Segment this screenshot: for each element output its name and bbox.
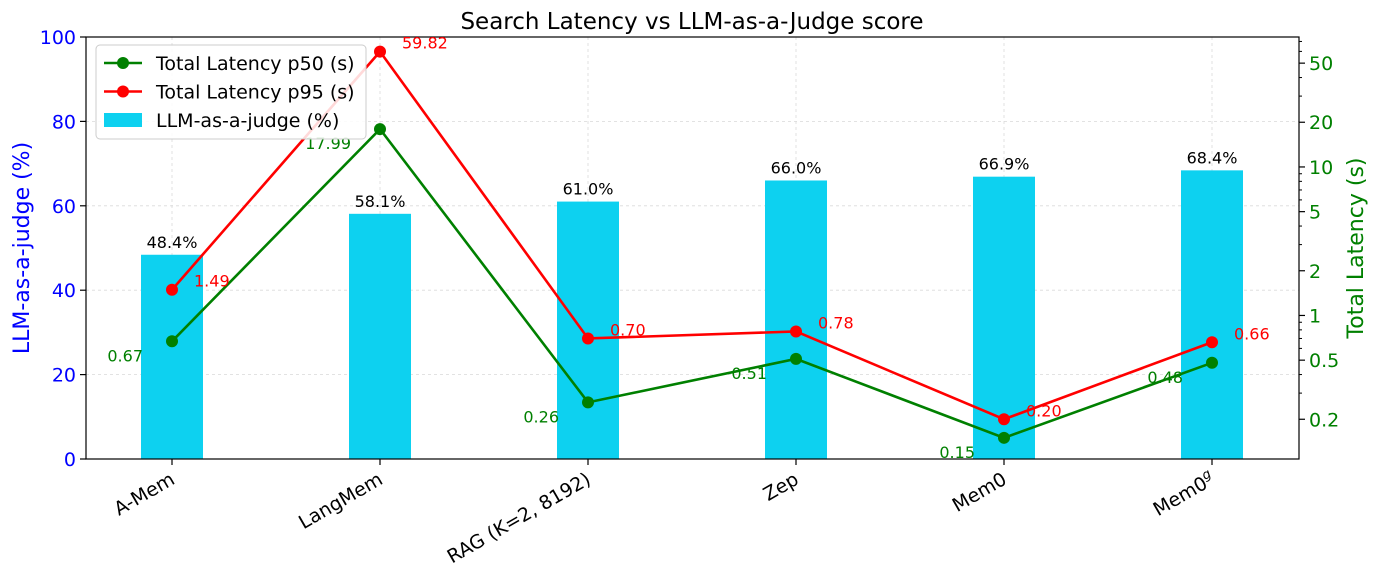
p50-value-label: 0.26 xyxy=(523,407,559,426)
bar-value-label: 68.4% xyxy=(1187,148,1238,167)
plot-frame xyxy=(85,36,1300,460)
x-tick-label: A-Mem xyxy=(110,468,178,520)
x-tick-label: LangMem xyxy=(295,468,386,534)
x-tick-label: Mem0 xyxy=(949,468,1011,516)
p50-point xyxy=(582,396,594,409)
y-tick-label-right: 5 xyxy=(1309,202,1321,224)
bar-series xyxy=(141,170,1243,460)
bar-value-label: 61.0% xyxy=(563,180,614,199)
y-tick-label-right: 1 xyxy=(1309,305,1321,327)
legend-label: Total Latency p95 (s) xyxy=(155,82,355,104)
p95-value-label: 0.78 xyxy=(818,313,854,332)
p50-point xyxy=(166,335,178,348)
x-tick-label: RAG (K=2, 8192) xyxy=(444,468,595,568)
y-tick-label-right: 50 xyxy=(1309,53,1333,75)
bar xyxy=(349,213,411,459)
x-tick-label-text: A-Mem xyxy=(110,468,178,520)
bar xyxy=(1181,170,1243,460)
legend-bar-swatch xyxy=(104,113,142,127)
x-tick-label-text: Mem0 xyxy=(949,468,1011,516)
p50-value-label: 0.48 xyxy=(1147,368,1183,387)
y-axis-label-left: LLM-as-a-judge (%) xyxy=(10,142,35,354)
p95-value-label: 1.49 xyxy=(194,272,230,291)
p95-value-label: 59.82 xyxy=(402,34,448,53)
legend-box xyxy=(95,44,367,140)
p95-value-label: 0.66 xyxy=(1234,324,1270,343)
y-tick-label-right: 2 xyxy=(1309,261,1321,283)
x-tick-label-text: LangMem xyxy=(295,468,386,534)
x-tick-label: Zep xyxy=(760,468,803,505)
bar xyxy=(557,201,619,459)
y-tick-label-left: 40 xyxy=(52,280,76,302)
bar-value-label: 66.0% xyxy=(771,158,822,177)
y-tick-label-left: 0 xyxy=(64,449,76,471)
p95-point xyxy=(1206,336,1218,349)
bar-value-label: 48.4% xyxy=(147,233,198,252)
p50-value-label: 0.15 xyxy=(939,443,975,462)
y-tick-label-left: 20 xyxy=(52,365,76,387)
legend-marker xyxy=(117,57,129,69)
p95-point xyxy=(374,45,386,58)
legend-label: LLM-as-a-judge (%) xyxy=(156,110,339,132)
p95-value-label: 0.20 xyxy=(1026,401,1062,420)
p50-value-label: 0.51 xyxy=(731,364,767,383)
p50-point xyxy=(374,123,386,136)
y-axis-label-right: Total Latency (s) xyxy=(1344,158,1369,340)
y-tick-label-right: 10 xyxy=(1309,157,1333,179)
legend-marker xyxy=(117,85,129,98)
p50-point xyxy=(1206,356,1218,369)
bar-value-label: 66.9% xyxy=(979,155,1030,174)
legend-label: Total Latency p50 (s) xyxy=(155,53,355,75)
y-tick-label-left: 100 xyxy=(40,27,76,49)
x-tick-label-text: Mem0 xyxy=(1150,472,1212,520)
x-tick-label-text: RAG (K=2, 8192) xyxy=(444,468,595,568)
legend: Total Latency p50 (s) Total Latency p95 (… xyxy=(95,44,367,140)
bar xyxy=(765,180,827,460)
p95-point xyxy=(790,325,802,338)
y-tick-label-right: 0.5 xyxy=(1309,350,1339,372)
p50-line xyxy=(171,127,1213,440)
y-tick-label-left: 80 xyxy=(52,111,76,133)
p50-point xyxy=(790,352,802,365)
p50-point xyxy=(998,431,1010,444)
y-tick-label-right: 0.2 xyxy=(1309,409,1339,431)
y-tick-label-left: 60 xyxy=(52,196,76,218)
chart-title: Search Latency vs LLM-as-a-Judge score xyxy=(460,9,923,35)
p95-value-label: 0.70 xyxy=(610,320,646,339)
y-tick-label-right: 20 xyxy=(1309,112,1333,134)
x-tick-label: Mem0g xyxy=(1149,467,1219,521)
x-tick-label-text: Zep xyxy=(760,468,803,505)
p95-point xyxy=(998,413,1010,426)
p95-point xyxy=(166,283,178,296)
p50-value-label: 0.67 xyxy=(107,346,143,365)
bar-value-label: 58.1% xyxy=(355,192,406,211)
p95-point xyxy=(582,332,594,345)
